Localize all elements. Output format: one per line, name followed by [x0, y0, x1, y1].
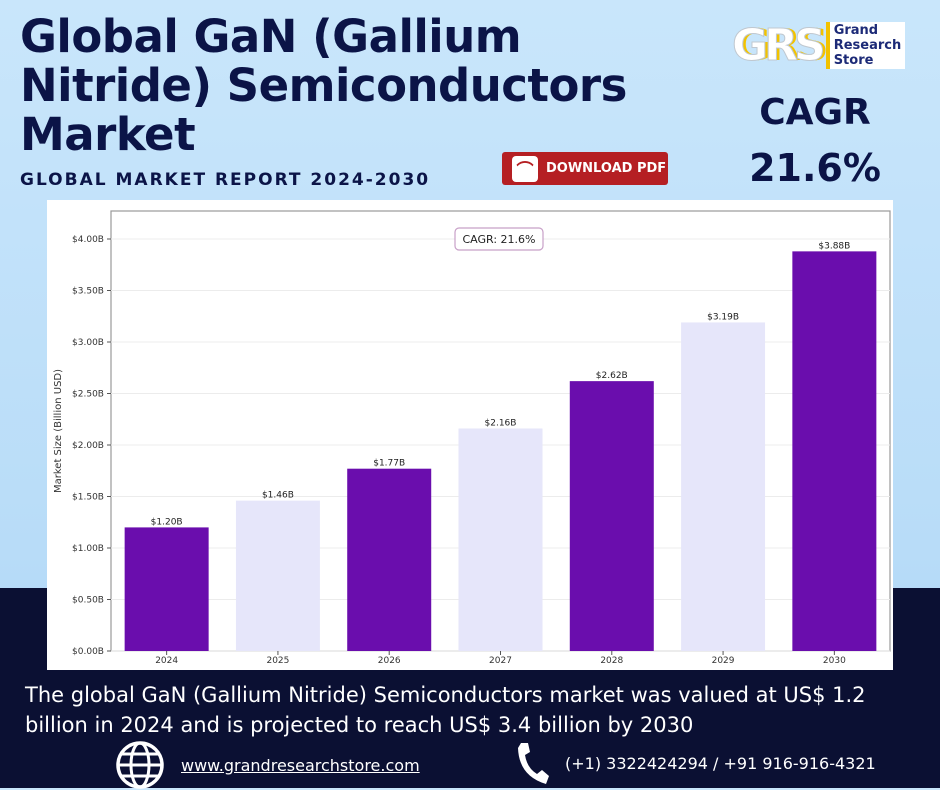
- x-tick-label: 2025: [266, 656, 289, 666]
- chart-container: $0.00B $0.50B $1.00B $1.50B $2.00B $2.50B $3.0…: [47, 200, 893, 670]
- x-tick-label: 2028: [600, 656, 623, 666]
- y-tick-label: $1.00B: [72, 544, 104, 554]
- y-tick-label: $4.00B: [72, 235, 104, 245]
- cagr-annotation-box: [454, 227, 544, 251]
- cagr-label: CAGR: [759, 92, 871, 133]
- pdf-icon: ⌒: [512, 155, 538, 182]
- x-tick-label: 2026: [378, 656, 401, 666]
- data-label: $3.88B: [818, 241, 850, 251]
- y-tick-label: $3.50B: [72, 287, 104, 297]
- y-tick-label: $0.00B: [72, 647, 104, 657]
- bar-2028: [569, 381, 654, 651]
- phone-row: (+1) 3322424294 / +91 916-916-4321: [515, 740, 876, 786]
- x-tick-label: 2029: [712, 656, 735, 666]
- x-tick-label: 2027: [489, 656, 512, 666]
- y-tick-label: $1.50B: [72, 493, 104, 503]
- bar-2025: [235, 500, 320, 651]
- download-pdf-label: DOWNLOAD PDF: [546, 161, 667, 176]
- data-label: $2.62B: [596, 371, 628, 381]
- bar-2029: [681, 322, 766, 651]
- logo-line: Research: [833, 38, 902, 53]
- website-row: www.grandresearchstore.com: [115, 740, 420, 790]
- y-tick-label: $2.00B: [72, 441, 104, 451]
- data-label: $1.46B: [262, 491, 294, 501]
- globe-icon: [116, 741, 164, 789]
- phone-numbers: (+1) 3322424294 / +91 916-916-4321: [565, 753, 876, 773]
- bar-chart: $0.00B $0.50B $1.00B $1.50B $2.00B $2.50B $3.0…: [53, 210, 891, 666]
- data-label: $2.16B: [485, 419, 517, 429]
- x-tick-label: 2030: [823, 656, 846, 666]
- phone-icon: [518, 743, 549, 784]
- y-axis-label: Market Size (Billion USD): [53, 369, 64, 493]
- page-title: Global GaN (Gallium Nitride) Semiconduct…: [20, 10, 627, 161]
- bar-2026: [347, 468, 432, 651]
- y-tick-label: $0.50B: [72, 596, 104, 606]
- data-label: $3.19B: [707, 312, 739, 322]
- logo-line: Grand: [833, 23, 879, 38]
- cagr-value: 21.6%: [749, 146, 881, 190]
- bar-2024: [124, 527, 209, 651]
- y-tick-label: $3.00B: [72, 338, 104, 348]
- data-label: $1.77B: [373, 459, 405, 469]
- y-tick-label: $2.50B: [72, 390, 104, 400]
- x-tick-label: 2024: [155, 656, 178, 666]
- data-label: $1.20B: [151, 517, 183, 527]
- logo-mark: GRS: [732, 20, 827, 72]
- logo-line: Store: [833, 53, 874, 68]
- website-link[interactable]: www.grandresearchstore.com: [181, 755, 420, 775]
- bar-2030: [792, 251, 877, 652]
- download-pdf-button[interactable]: ⌒ DOWNLOAD PDF: [502, 152, 668, 185]
- page-subtitle: GLOBAL MARKET REPORT 2024-2030: [20, 170, 431, 190]
- market-description: The global GaN (Gallium Nitride) Semicon…: [25, 683, 866, 737]
- bar-2027: [458, 428, 543, 651]
- cagr-annotation: CAGR: 21.6%: [463, 233, 536, 246]
- logo: GRS Grand Research Store: [732, 20, 906, 72]
